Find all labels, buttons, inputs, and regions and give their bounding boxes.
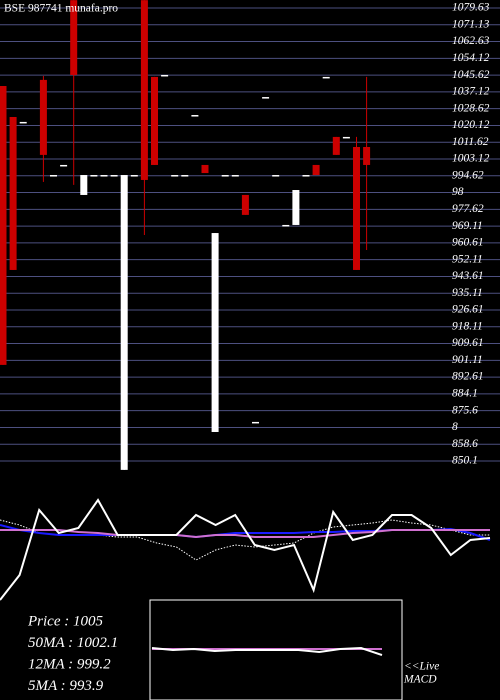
candle-body [252,421,259,424]
y-tick-label: 926.61 [452,304,484,316]
candle-body [353,146,360,270]
y-tick-label: 8 [452,421,458,433]
info-label: 12MA : 999.2 [28,656,111,672]
candle-body [140,0,148,180]
y-tick-label: 909.61 [452,337,484,349]
candle-body [100,175,108,177]
candle-body [130,175,138,177]
y-tick-label: 943.61 [452,270,484,282]
annotation: <<Live [404,661,439,673]
indicator-line [0,519,490,561]
y-tick-label: 884.1 [452,388,478,400]
candle-body [201,164,209,174]
info-label: 50MA : 1002.1 [28,635,118,651]
candle-body [262,97,270,99]
candle-body [211,233,219,432]
candle-body [80,175,88,195]
indicator-line [151,646,383,656]
y-tick-label: 901.11 [452,354,483,366]
y-tick-label: 1020.12 [452,119,490,131]
candle-body [60,164,68,167]
candle-body [171,175,179,177]
marks [0,0,491,601]
y-tick-label: 994.62 [452,169,484,181]
candle-body [302,175,310,177]
y-tick-label: 875.6 [452,404,478,416]
candle-body [363,146,371,165]
candle-body [39,79,47,155]
y-tick-label: 952.11 [452,253,483,265]
candle-body [332,136,340,155]
macd [151,646,383,656]
y-tick-label: 1054.12 [452,52,490,64]
candle-body [241,194,249,215]
indicator-line [0,529,490,539]
info-label: 5MA : 993.9 [28,678,104,694]
candle-body [272,175,280,177]
candle-body [151,76,158,165]
candle-body [231,175,239,177]
candle-body [312,164,320,176]
candle-body [9,116,17,270]
y-tick-label: 1028.62 [452,102,490,114]
candle-body [342,136,350,139]
candle-body [90,175,98,177]
y-tick-label: 1071.13 [452,18,490,30]
candle-body [70,0,78,75]
candle-body [161,74,169,77]
y-tick-label: 98 [452,186,464,198]
candle-body [120,175,128,470]
y-tick-label: 850.1 [452,455,478,467]
y-tick-label: 935.11 [452,287,483,299]
annotation: MACD [403,674,437,686]
y-tick-label: 858.6 [452,438,478,450]
candle-body [282,224,290,227]
y-tick-label: 1011.62 [452,136,489,148]
candle-body [19,121,27,124]
info-label: Price : 1005 [27,613,103,629]
y-tick-label: 892.61 [452,371,484,383]
chart-title: BSE 987741 munafa.pro [4,3,118,15]
y-tick-label: 1079.63 [452,2,490,14]
candle-body [292,190,300,225]
y-tick-label: 1062.63 [452,35,490,47]
candle-body [50,175,57,177]
y-tick-label: 1003.12 [452,153,490,165]
y-tick-label: 969.11 [452,220,483,232]
candle-body [0,86,7,365]
candle-body [221,175,229,177]
candle-body [322,76,330,79]
y-tick-label: 1037.12 [452,86,490,98]
candle-body [191,115,199,117]
y-tick-label: 960.61 [452,237,484,249]
y-tick-label: 1045.62 [452,69,490,81]
y-tick-label: 918.11 [452,320,483,332]
indicator-line [0,498,491,601]
y-tick-label: 977.62 [452,203,484,215]
candle-body [181,175,189,177]
candle-body [110,175,118,177]
